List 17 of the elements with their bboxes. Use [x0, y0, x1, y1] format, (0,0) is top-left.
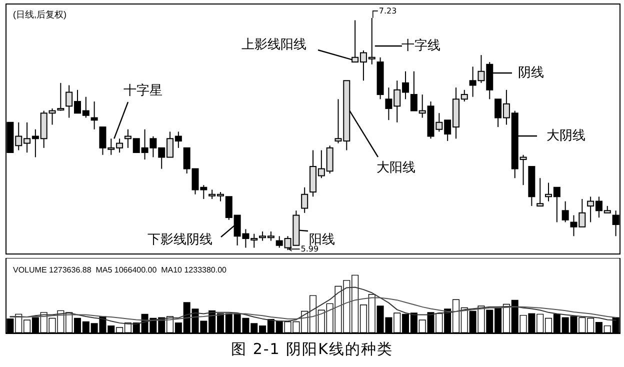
candlestick — [90, 100, 98, 130]
annotation: 5.99 — [300, 244, 319, 254]
annotation: 上影线阳线 — [242, 38, 306, 52]
candlestick — [536, 178, 544, 206]
annotation: 十字线 — [402, 38, 440, 54]
annotation: 大阴线 — [546, 128, 586, 144]
annotation: 十字星 — [124, 82, 162, 98]
candlestick — [562, 200, 569, 223]
annotation: 阴线 — [518, 66, 544, 80]
text: 图 2-1 阴阳K线的种类 — [230, 340, 394, 359]
chart-title: VOLUME 1273636.88 MA5 1066400.00 MA10 1233380.00 — [13, 266, 228, 274]
text: 7.23 — [378, 6, 397, 16]
chart-subtitle: (日线,后复权) — [13, 10, 66, 20]
candlestick — [301, 186, 308, 214]
annotation: 下影线阴线 — [148, 232, 212, 248]
annotation: 大阳线 — [376, 160, 416, 176]
candlestick — [57, 82, 64, 112]
